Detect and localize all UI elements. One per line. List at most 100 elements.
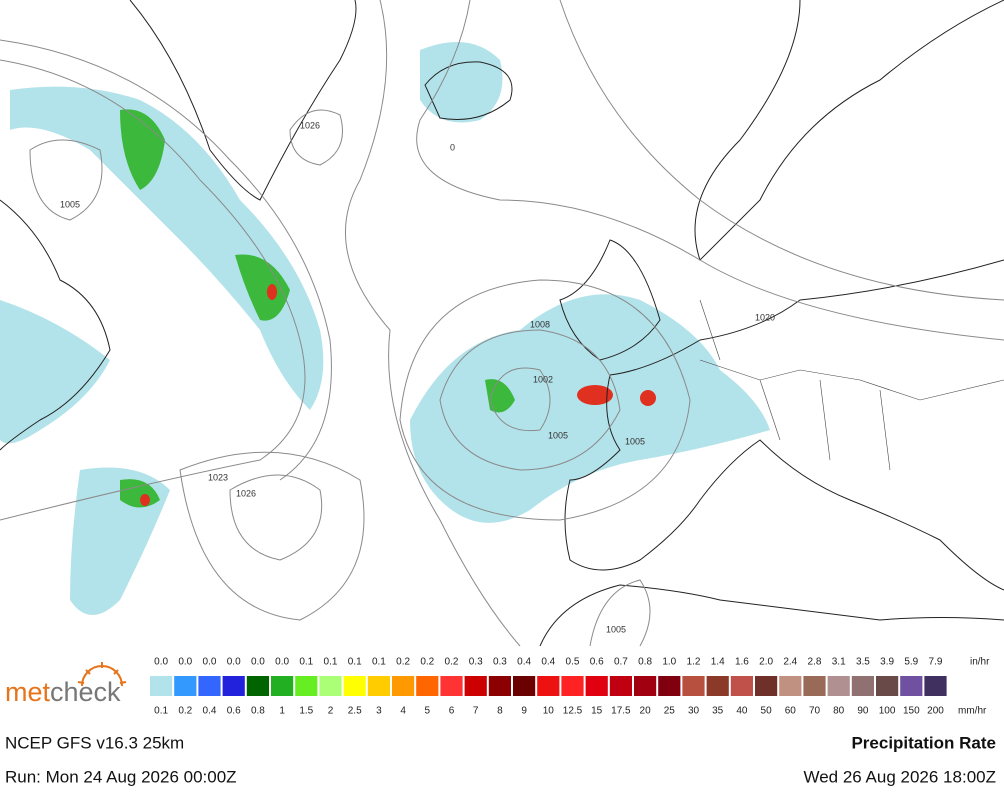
legend-in-label: 0.4 xyxy=(541,657,555,668)
legend-in-label: 5.9 xyxy=(904,657,918,668)
legend-swatch xyxy=(803,676,826,696)
precip-area xyxy=(420,42,503,123)
precip-core xyxy=(485,379,515,413)
legend-swatch xyxy=(827,676,850,696)
legend-swatch xyxy=(198,676,221,696)
coastline xyxy=(129,0,357,201)
isobar-label: 1026 xyxy=(300,120,320,130)
legend-mm-label: 40 xyxy=(736,706,748,717)
legend-in-label: 0.3 xyxy=(469,657,483,668)
legend-mm-label: 150 xyxy=(903,706,920,717)
isobar xyxy=(289,109,343,166)
legend-in-label: 1.2 xyxy=(687,657,701,668)
coastline xyxy=(559,239,661,361)
legend-swatch xyxy=(488,676,511,696)
isobar xyxy=(344,0,521,647)
legend-swatch xyxy=(755,676,778,696)
legend-in-label: 3.1 xyxy=(832,657,846,668)
legend-mm-label: 0.6 xyxy=(227,706,241,717)
run-time: Run: Mon 24 Aug 2026 00:00Z xyxy=(5,767,237,786)
model-name: NCEP GFS v16.3 25km xyxy=(5,733,184,752)
legend-in-label: 7.9 xyxy=(929,657,943,668)
legend-in-label: 0.7 xyxy=(614,657,628,668)
precip-area xyxy=(10,86,324,411)
legend-mm-label: 5 xyxy=(425,706,431,717)
map-background xyxy=(0,0,1004,646)
legend-mm-label: 3 xyxy=(376,706,382,717)
isobar xyxy=(589,579,651,647)
isobar-label: 0 xyxy=(450,142,455,152)
legend-in-label: 1.0 xyxy=(662,657,676,668)
precip-peak xyxy=(577,385,613,405)
legend-mm-label: 90 xyxy=(857,706,869,717)
legend-mm-label: 60 xyxy=(785,706,797,717)
isobar-label: 1026 xyxy=(236,488,256,498)
legend-mm-label: 70 xyxy=(809,706,821,717)
legend-mm-label: 100 xyxy=(879,706,896,717)
legend-mm-label: 2 xyxy=(328,706,334,717)
legend-mm-label: 30 xyxy=(688,706,700,717)
isobar xyxy=(0,59,306,521)
legend-swatch xyxy=(537,676,560,696)
legend-swatch xyxy=(706,676,729,696)
legend-mm-label: 7 xyxy=(473,706,479,717)
legend-mm-label: 80 xyxy=(833,706,845,717)
isobar xyxy=(416,0,1004,341)
legend-swatch xyxy=(174,676,197,696)
legend-in-label: 0.2 xyxy=(396,657,410,668)
legend-in-label: 0.8 xyxy=(638,657,652,668)
legend-in-label: 0.3 xyxy=(493,657,507,668)
legend-in-label: 2.8 xyxy=(808,657,822,668)
legend-mm-label: 0.1 xyxy=(154,706,168,717)
logo-prefix: met xyxy=(5,677,51,707)
coastline xyxy=(609,259,1004,376)
legend-mm-label: 2.5 xyxy=(348,706,362,717)
legend-in-label: 0.0 xyxy=(251,657,265,668)
legend-swatch xyxy=(561,676,584,696)
legend-swatch xyxy=(585,676,608,696)
legend-swatch xyxy=(658,676,681,696)
product-title: Precipitation Rate xyxy=(851,733,996,752)
legend-mm-label: 0.8 xyxy=(251,706,265,717)
legend-swatch xyxy=(367,676,390,696)
coastline xyxy=(564,374,1004,591)
legend-in-label: 0.2 xyxy=(420,657,434,668)
legend-in-label: 0.0 xyxy=(154,657,168,668)
legend-swatch xyxy=(730,676,753,696)
coastline xyxy=(0,199,111,451)
legend-mm-label: 35 xyxy=(712,706,724,717)
legend-swatch xyxy=(222,676,245,696)
legend-swatch xyxy=(464,676,487,696)
legend-swatch xyxy=(150,676,173,696)
legend-in-label: 0.5 xyxy=(566,657,580,668)
legend-swatch xyxy=(416,676,439,696)
legend-in-label: 0.2 xyxy=(445,657,459,668)
isobar xyxy=(559,0,1004,301)
legend-in-label: 1.6 xyxy=(735,657,749,668)
isobar-label: 1005 xyxy=(606,624,626,634)
legend-swatch xyxy=(392,676,415,696)
legend-swatch xyxy=(924,676,947,696)
legend-in-label: 0.1 xyxy=(348,657,362,668)
legend-in-label: 0.4 xyxy=(517,657,531,668)
legend-mm-label: 0.4 xyxy=(203,706,217,717)
legend-mm-label: 17.5 xyxy=(611,706,631,717)
legend-swatch xyxy=(634,676,657,696)
legend-unit: in/hr xyxy=(970,657,990,668)
precip-core xyxy=(120,109,165,190)
isobar xyxy=(0,39,332,481)
legend-mm-label: 1 xyxy=(279,706,285,717)
legend-mm-label: 10 xyxy=(543,706,555,717)
isobar-label: 1020 xyxy=(755,312,775,322)
legend-swatch xyxy=(271,676,294,696)
legend-in-label: 3.9 xyxy=(880,657,894,668)
legend-in-label: 0.1 xyxy=(372,657,386,668)
legend-in-label: 2.0 xyxy=(759,657,773,668)
isobar-label: 1023 xyxy=(208,472,228,482)
legend-mm-label: 25 xyxy=(664,706,676,717)
precip-peak xyxy=(140,494,150,506)
precip-core xyxy=(120,479,160,508)
coastline xyxy=(694,0,1004,261)
legend-mm-label: 200 xyxy=(927,706,944,717)
